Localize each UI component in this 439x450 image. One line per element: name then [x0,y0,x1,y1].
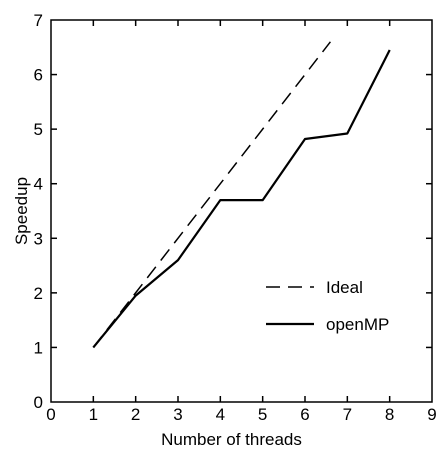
y-tick-label: 6 [34,66,43,85]
series-line-openmp [92,49,391,349]
legend-label-openmp: openMP [326,315,389,334]
y-tick-label: 1 [34,338,43,357]
x-axis-title: Number of threads [161,430,302,449]
legend-label-ideal: Ideal [326,278,363,297]
y-tick-label: 2 [34,284,43,303]
y-tick-label: 5 [34,120,43,139]
x-tick-label: 8 [385,405,394,424]
x-tick-label: 1 [89,405,98,424]
x-tick-label: 9 [427,405,436,424]
x-tick-label: 6 [300,405,309,424]
x-tick-label: 4 [216,405,225,424]
plot-frame [50,19,433,403]
y-axis-title: Speedup [12,177,31,245]
x-tick-label: 5 [258,405,267,424]
x-tick-label: 2 [131,405,140,424]
y-tick-label: 3 [34,229,43,248]
series-line-ideal [92,41,331,348]
y-tick-label: 4 [34,175,43,194]
x-tick-label: 7 [343,405,352,424]
x-tick-label: 3 [173,405,182,424]
x-tick-label: 0 [46,405,55,424]
y-tick-label: 0 [34,393,43,412]
y-tick-label: 7 [34,11,43,30]
